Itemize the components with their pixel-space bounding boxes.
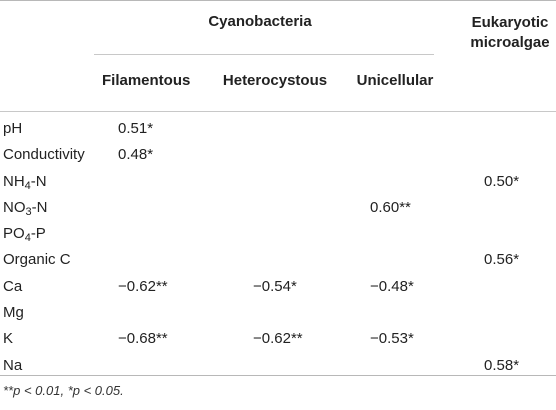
filamentous-value: −0.62** [118, 277, 168, 295]
row-label-text: PO [3, 225, 25, 243]
eukaryotic-microalgae-header: Eukaryotic microalgae [470, 14, 550, 51]
eukaryotic-value: 0.50* [484, 172, 520, 190]
row-label-suffix: -P [30, 225, 46, 243]
row-label-text: K [3, 330, 14, 348]
table-row: Organic C 0.56* [0, 247, 556, 273]
heterocystous-column-header: Heterocystous [222, 72, 328, 89]
filamentous-column-header: Filamentous [102, 72, 191, 89]
filamentous-value: 0.48* [118, 146, 154, 164]
row-label-subscript: 4 [24, 179, 31, 192]
unicellular-column-header: Unicellular [356, 72, 434, 89]
row-label-text: Conductivity [3, 146, 85, 164]
row-label: Na [3, 353, 22, 379]
table-row: NH4-N 0.50* [0, 169, 556, 195]
row-label-suffix: -N [31, 198, 48, 216]
row-label: NO3-N [3, 195, 47, 221]
row-label: PO4-P [3, 221, 46, 247]
row-label-text: Organic C [3, 251, 71, 269]
group-header-underline [94, 54, 434, 55]
table-row: NO3-N 0.60** [0, 195, 556, 221]
table-row: Conductivity 0.48* [0, 142, 556, 168]
heterocystous-value: −0.54* [253, 277, 297, 295]
cyanobacteria-group-header: Cyanobacteria [208, 13, 312, 30]
row-label: pH [3, 116, 22, 142]
table-row: PO4-P [0, 221, 556, 247]
row-label: K [3, 326, 13, 352]
row-label: NH4-N [3, 169, 47, 195]
row-label-suffix: -N [30, 172, 47, 190]
filamentous-value: −0.68** [118, 330, 168, 348]
significance-footnote: **p < 0.01, *p < 0.05. [3, 383, 124, 398]
row-label-subscript: 4 [24, 232, 31, 245]
table-body: pH 0.51* Conductivity 0.48* NH4-N 0.50* NO3-N 0… [0, 116, 556, 379]
eukaryotic-value: 0.56* [484, 251, 520, 269]
row-label: Ca [3, 274, 22, 300]
unicellular-value: −0.53* [370, 330, 414, 348]
row-label-text: Na [3, 356, 23, 374]
table-bottom-rule [0, 375, 556, 376]
row-label-text: Ca [3, 277, 23, 295]
table-row: Mg [0, 300, 556, 326]
row-label-text: Mg [3, 304, 24, 322]
row-label-subscript: 3 [25, 205, 32, 218]
row-label: Conductivity [3, 142, 85, 168]
table-top-rule [0, 0, 556, 1]
row-label-text: pH [3, 120, 23, 137]
row-label-text: NH [3, 172, 25, 190]
row-label: Mg [3, 300, 24, 326]
filamentous-value: 0.51* [118, 120, 154, 137]
row-label: Organic C [3, 247, 71, 273]
row-label-text: NO [3, 198, 26, 216]
table-row: Na 0.58* [0, 353, 556, 379]
header-separator-rule [0, 111, 556, 112]
unicellular-value: −0.48* [370, 277, 414, 295]
eukaryotic-value: 0.58* [484, 356, 520, 374]
unicellular-value: 0.60** [370, 198, 411, 216]
table-row: K −0.68** −0.62** −0.53* [0, 326, 556, 352]
table-row: pH 0.51* [0, 116, 556, 142]
table-row: Ca −0.62** −0.54* −0.48* [0, 274, 556, 300]
heterocystous-value: −0.62** [253, 330, 303, 348]
